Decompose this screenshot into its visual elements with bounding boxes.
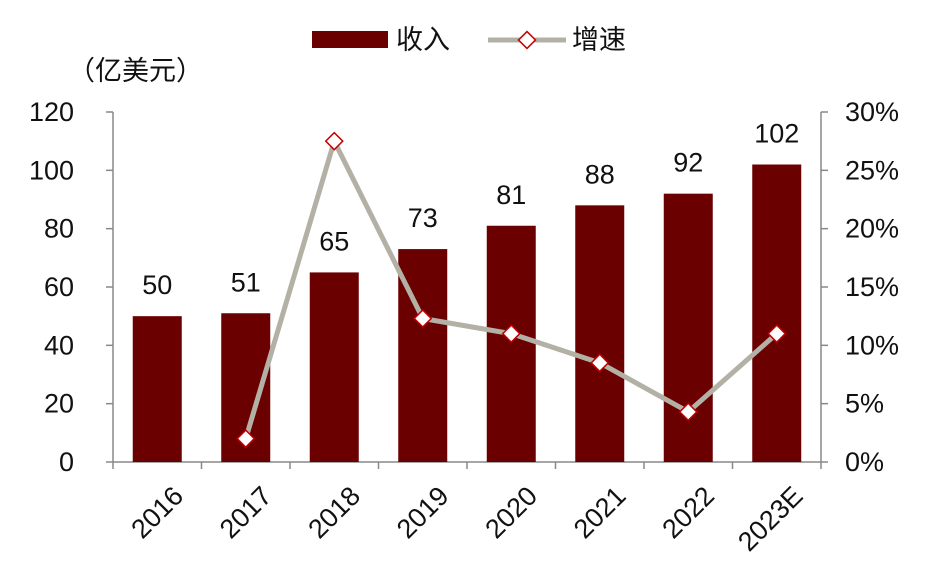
y-left-tick-label: 20 xyxy=(44,389,74,419)
x-tick-labels: 2016 2017 2018 2019 2020 2021 2022 2023E xyxy=(125,481,808,557)
bar-2021 xyxy=(575,205,625,463)
bar-label-2023E: 102 xyxy=(754,119,799,149)
y-left-tick-label: 100 xyxy=(29,155,74,185)
x-tick-label-2020: 2020 xyxy=(479,481,543,545)
y-right-tick-label: 5% xyxy=(845,389,884,419)
legend-label-revenue: 收入 xyxy=(396,25,450,56)
legend-marker-swatch xyxy=(517,30,537,50)
growth-marker-2020 xyxy=(501,324,521,344)
legend-bar-swatch xyxy=(312,31,388,48)
y-right-tick-label: 30% xyxy=(845,97,899,127)
bar-label-2018: 65 xyxy=(319,226,349,256)
y-right-tick-label: 10% xyxy=(845,330,899,360)
x-tick-label-2019: 2019 xyxy=(391,481,455,545)
y-right-tick-labels: 0% 5% 10% 15% 20% 25% 30% xyxy=(845,97,899,477)
y-right-tick-label: 0% xyxy=(845,447,884,477)
y-left-tick-label: 80 xyxy=(44,214,74,244)
growth-marker-2023E xyxy=(767,324,787,344)
y-left-tick-label: 60 xyxy=(44,272,74,302)
bar-2016 xyxy=(132,316,182,462)
axes xyxy=(106,111,828,469)
bar-label-2017: 51 xyxy=(231,267,261,297)
bar-2023E xyxy=(752,164,802,462)
x-tick-label-2016: 2016 xyxy=(125,481,189,545)
bar-data-labels: 50 51 65 73 81 88 92 102 xyxy=(142,119,799,301)
y-right-tick-label: 25% xyxy=(845,155,899,185)
bar-label-2016: 50 xyxy=(142,270,172,300)
growth-marker-2018 xyxy=(324,131,344,151)
y-left-tick-label: 120 xyxy=(29,97,74,127)
bars xyxy=(132,164,802,463)
y-left-unit-label: （亿美元） xyxy=(68,56,203,87)
y-right-tick-label: 20% xyxy=(845,214,899,244)
growth-marker-2021 xyxy=(590,353,610,373)
growth-marker-2022 xyxy=(678,402,698,422)
y-right-tick-label: 15% xyxy=(845,272,899,302)
growth-marker-2017 xyxy=(236,429,256,449)
y-left-tick-label: 0 xyxy=(59,447,74,477)
bar-label-2020: 81 xyxy=(496,180,526,210)
y-left-tick-label: 40 xyxy=(44,330,74,360)
bar-label-2019: 73 xyxy=(408,203,438,233)
x-tick-label-2017: 2017 xyxy=(214,481,278,545)
x-tick-label-2018: 2018 xyxy=(302,481,366,545)
bar-label-2022: 92 xyxy=(673,148,703,178)
growth-markers xyxy=(236,131,787,449)
y-left-tick-labels: 0 20 40 60 80 100 120 xyxy=(29,97,74,477)
bar-2022 xyxy=(663,193,713,462)
x-tick-label-2022: 2022 xyxy=(656,481,720,545)
growth-marker-2019 xyxy=(413,308,433,329)
legend: 收入 增速 xyxy=(312,25,626,56)
bar-2020 xyxy=(486,225,536,462)
bar-2018 xyxy=(309,272,359,462)
x-tick-label-2023E: 2023E xyxy=(732,481,808,557)
legend-label-growth: 增速 xyxy=(572,25,626,56)
x-tick-label-2021: 2021 xyxy=(568,481,632,545)
bar-label-2021: 88 xyxy=(585,159,615,189)
